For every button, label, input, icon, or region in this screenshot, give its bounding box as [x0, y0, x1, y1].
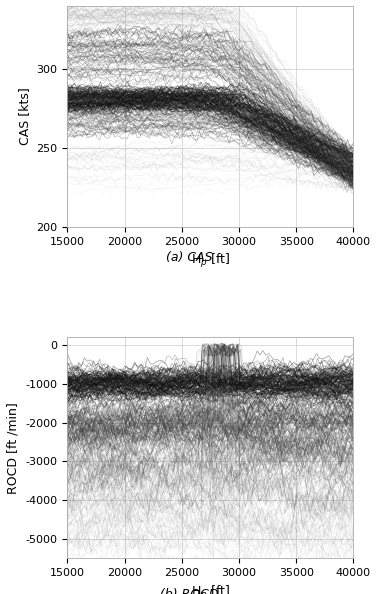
X-axis label: H$_p$ [ft]: H$_p$ [ft]	[191, 252, 230, 270]
X-axis label: H$_p$ [ft]: H$_p$ [ft]	[191, 584, 230, 594]
Y-axis label: CAS [kts]: CAS [kts]	[18, 87, 31, 146]
Text: (a) CAS: (a) CAS	[166, 251, 212, 264]
Text: (b) ROCD: (b) ROCD	[160, 588, 218, 594]
Y-axis label: ROCD [ft /min]: ROCD [ft /min]	[7, 402, 20, 494]
